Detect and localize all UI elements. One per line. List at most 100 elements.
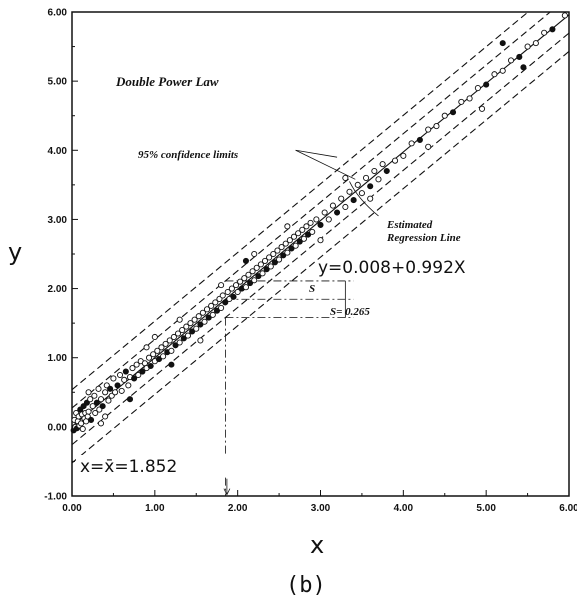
- data-point: [278, 244, 285, 251]
- data-point: [266, 254, 273, 261]
- x-tick-label: 2.00: [228, 503, 248, 514]
- data-point: [191, 316, 198, 323]
- data-point: [176, 339, 183, 346]
- data-point: [241, 275, 248, 282]
- data-point: [259, 270, 266, 277]
- data-point: [255, 273, 262, 280]
- data-point: [270, 250, 277, 258]
- data-point: [282, 240, 289, 247]
- data-point: [135, 371, 142, 379]
- regression-label: Estimated Regression Line: [386, 219, 461, 244]
- data-point: [199, 309, 206, 316]
- data-point: [219, 292, 226, 299]
- data-point: [189, 328, 196, 335]
- data-point: [346, 188, 353, 195]
- data-point: [524, 43, 531, 50]
- data-point: [242, 284, 249, 291]
- data-point: [425, 143, 432, 150]
- data-point: [251, 250, 258, 258]
- data-point: [125, 382, 132, 389]
- data-point: [416, 136, 423, 143]
- data-point: [499, 40, 506, 47]
- data-point: [379, 161, 386, 168]
- data-point: [441, 112, 448, 119]
- data-point: [112, 389, 119, 396]
- data-point: [499, 67, 506, 74]
- data-point: [208, 302, 215, 309]
- data-point: [162, 340, 169, 347]
- data-point: [174, 330, 182, 337]
- data-point: [170, 333, 177, 341]
- data-point: [354, 181, 361, 188]
- s-label: S: [309, 283, 315, 295]
- data-point: [561, 12, 568, 19]
- data-point: [203, 306, 211, 313]
- data-point: [88, 416, 95, 423]
- data-point: [183, 323, 190, 330]
- data-point: [507, 57, 515, 64]
- data-point: [105, 397, 112, 404]
- data-point: [95, 385, 102, 392]
- data-point: [97, 396, 105, 403]
- data-point: [102, 413, 109, 420]
- data-point: [93, 399, 100, 406]
- data-point: [367, 195, 374, 202]
- data-point: [187, 320, 194, 327]
- data-point: [242, 257, 249, 264]
- data-point: [516, 53, 523, 60]
- data-point: [299, 226, 306, 233]
- data-point: [305, 231, 312, 238]
- data-point: [160, 353, 167, 360]
- data-point: [274, 247, 281, 254]
- axis-ticks: 0.00 1.00 2.00 3.00 4.00 5.00 6.00-1.000.001.0…: [44, 8, 577, 515]
- data-point: [222, 299, 229, 306]
- x-tick-label: 4.00: [394, 503, 414, 514]
- data-point: [176, 316, 183, 323]
- mean-label-bg: [76, 455, 232, 477]
- figure-caption: (b): [286, 573, 326, 598]
- data-point: [133, 361, 140, 368]
- data-point: [271, 259, 278, 266]
- data-point: [129, 365, 136, 372]
- data-point: [107, 385, 114, 392]
- data-point: [92, 409, 99, 417]
- outer-lower-limit: [71, 50, 570, 464]
- x-tick-label: 5.00: [476, 503, 496, 514]
- data-point: [325, 216, 332, 223]
- s-value-label: S= 0.265: [330, 306, 370, 318]
- data-point: [224, 288, 231, 296]
- data-point: [205, 314, 212, 321]
- regression-equation: y=0.008+0.992X: [318, 258, 466, 278]
- data-point: [87, 396, 94, 403]
- data-point: [300, 235, 307, 242]
- data-point: [449, 109, 457, 116]
- data-point: [280, 252, 287, 259]
- data-point: [79, 425, 86, 432]
- data-point: [257, 261, 264, 268]
- regression-label-word-1: Estimated: [386, 219, 433, 231]
- y-tick-label: 6.00: [48, 8, 68, 19]
- x-tick-label: 1.00: [145, 503, 165, 514]
- data-points: [70, 12, 568, 434]
- data-point: [228, 285, 235, 292]
- mean-arrow-head: [223, 488, 231, 496]
- data-point: [520, 64, 527, 71]
- regression-label-word-2: Regression Line: [386, 232, 461, 244]
- data-point: [458, 98, 465, 105]
- data-point: [249, 268, 256, 275]
- x-tick-label: 6.00: [559, 503, 577, 514]
- data-point: [218, 282, 225, 289]
- data-point: [172, 342, 179, 349]
- data-point: [102, 389, 109, 396]
- data-point: [284, 249, 291, 256]
- confidence-pointer-2: [295, 149, 338, 158]
- data-point: [99, 403, 106, 410]
- data-point: [237, 278, 244, 285]
- data-point: [139, 368, 146, 375]
- data-point: [116, 371, 124, 379]
- data-point: [143, 344, 150, 351]
- data-point: [234, 288, 241, 296]
- data-point: [158, 344, 165, 351]
- data-point: [251, 277, 258, 284]
